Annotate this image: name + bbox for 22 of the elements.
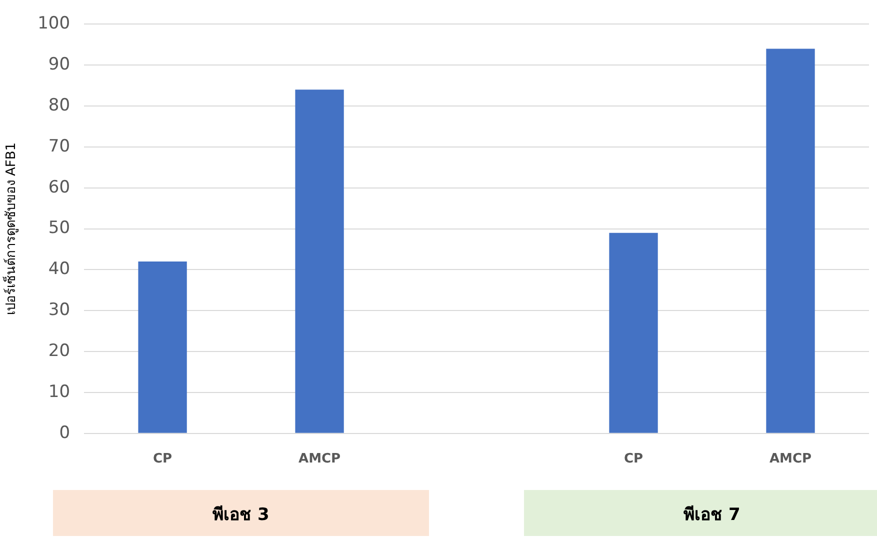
bar [766, 48, 815, 433]
text: พีเอช 7 [524, 490, 877, 536]
y-tick-label: 80 [48, 95, 70, 116]
text: พีเอช 3 [52, 490, 430, 536]
x-tick-label: CP [624, 452, 644, 467]
y-tick-label: 50 [48, 218, 70, 238]
y-tick-label: 100 [38, 14, 70, 34]
y-tick-label: 70 [48, 136, 70, 156]
y-tick-label: 40 [48, 259, 70, 280]
y-tick-label: 0 [59, 422, 70, 443]
bar [295, 90, 344, 433]
y-tick-label: 20 [48, 340, 70, 361]
y-tick-label: 90 [48, 54, 70, 75]
y-tick-label: 10 [48, 382, 70, 402]
bar [609, 232, 658, 433]
x-tick-label: AMCP [298, 452, 341, 467]
y-tick-label: 30 [48, 300, 70, 320]
bar [138, 262, 187, 433]
y-tick-label: 60 [48, 177, 70, 198]
x-tick-label: CP [153, 452, 172, 467]
x-tick-label: AMCP [769, 452, 812, 467]
y-axis-title: เปอร์เซ็นต์การดูดซับของ AFB1 [1, 142, 20, 316]
